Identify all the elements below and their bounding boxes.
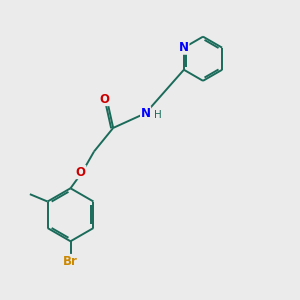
Text: N: N (179, 41, 189, 54)
Text: H: H (154, 110, 162, 120)
Text: N: N (141, 107, 151, 120)
Text: O: O (99, 93, 110, 106)
Text: Br: Br (63, 254, 78, 268)
Text: O: O (76, 166, 86, 178)
